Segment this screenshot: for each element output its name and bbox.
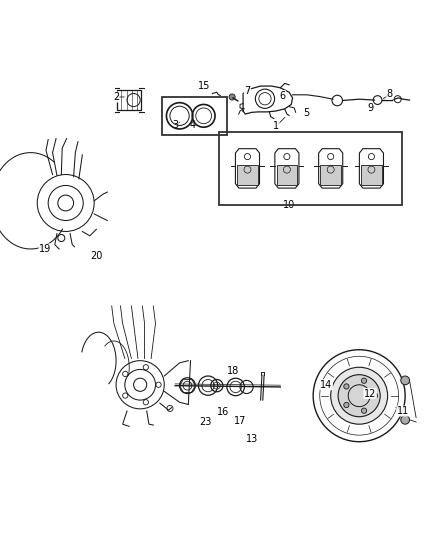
Text: 1: 1: [273, 122, 279, 131]
Text: 10: 10: [283, 200, 295, 210]
Text: 5: 5: [304, 108, 310, 118]
Polygon shape: [277, 165, 297, 184]
Circle shape: [344, 384, 349, 389]
Circle shape: [361, 408, 367, 413]
Text: 6: 6: [279, 91, 286, 101]
Bar: [117, 91, 141, 110]
Polygon shape: [320, 165, 341, 184]
Text: 18: 18: [227, 366, 239, 376]
Circle shape: [401, 415, 410, 424]
Text: 15: 15: [198, 80, 210, 91]
Polygon shape: [237, 165, 258, 184]
Text: 11: 11: [397, 406, 409, 416]
Circle shape: [331, 367, 388, 424]
Text: 17: 17: [234, 416, 246, 426]
Text: 9: 9: [367, 103, 373, 113]
Circle shape: [361, 378, 367, 383]
Text: 13: 13: [246, 434, 258, 443]
Text: 2: 2: [113, 92, 119, 102]
Polygon shape: [361, 165, 381, 184]
Text: 23: 23: [200, 417, 212, 427]
Text: 12: 12: [364, 389, 376, 399]
Bar: [162, 96, 227, 135]
Text: 8: 8: [387, 90, 393, 99]
Text: 3: 3: [172, 120, 178, 130]
Text: 4: 4: [190, 120, 196, 130]
Text: 14: 14: [320, 379, 332, 390]
Circle shape: [401, 376, 410, 385]
Text: 19: 19: [39, 244, 51, 254]
Text: 16: 16: [217, 407, 230, 417]
Circle shape: [372, 393, 378, 398]
Text: 20: 20: [90, 252, 102, 261]
Text: 7: 7: [244, 86, 251, 96]
Circle shape: [338, 375, 380, 417]
Circle shape: [229, 94, 235, 100]
Circle shape: [344, 402, 349, 408]
Bar: [219, 132, 402, 205]
